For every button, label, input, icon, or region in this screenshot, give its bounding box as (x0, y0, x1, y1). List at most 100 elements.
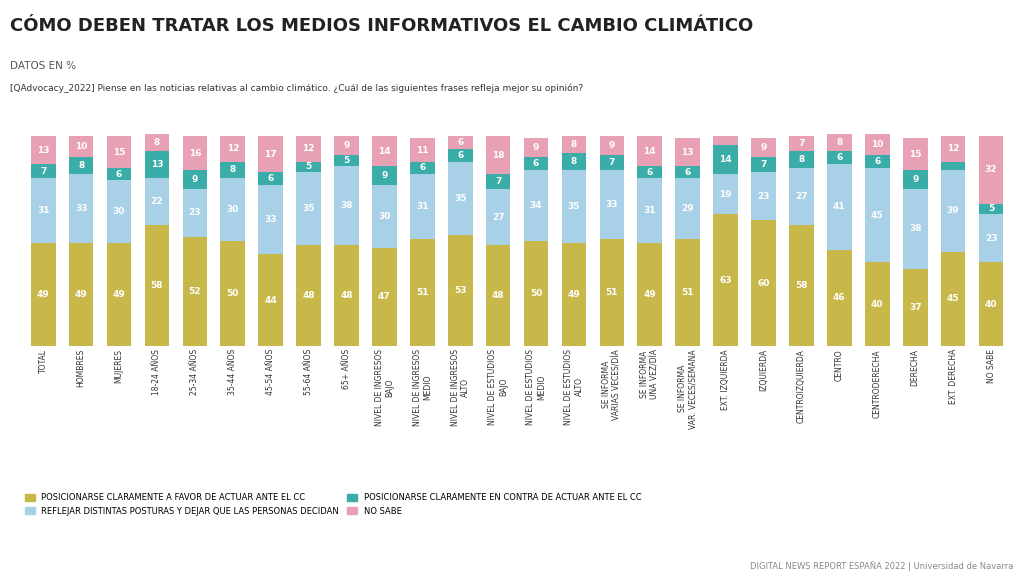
Bar (334, 136, 358, 155)
Text: 9: 9 (191, 175, 198, 184)
Bar (752, 172, 776, 220)
Text: 51: 51 (416, 288, 429, 297)
Bar (790, 151, 814, 168)
Text: 6: 6 (837, 153, 843, 162)
Bar (941, 162, 966, 170)
Text: 6: 6 (457, 138, 464, 147)
Bar (220, 136, 245, 162)
Bar (106, 136, 131, 168)
Text: 11: 11 (416, 145, 429, 155)
Bar (903, 170, 928, 189)
Text: 12: 12 (947, 144, 959, 153)
Bar (676, 178, 700, 239)
Text: 9: 9 (608, 141, 615, 151)
Bar (334, 155, 358, 166)
Text: 22: 22 (151, 197, 163, 206)
Bar (600, 239, 625, 346)
Bar (410, 174, 434, 239)
Text: 46: 46 (834, 294, 846, 302)
Bar (182, 170, 207, 189)
Text: 9: 9 (912, 175, 919, 184)
Text: 8: 8 (78, 161, 84, 170)
Bar (106, 168, 131, 181)
Bar (827, 250, 852, 346)
Bar (941, 252, 966, 346)
Bar (144, 178, 169, 224)
Text: 23: 23 (758, 192, 770, 201)
Bar (296, 136, 321, 162)
Text: 12: 12 (302, 144, 314, 153)
Bar (69, 243, 93, 346)
Text: 17: 17 (264, 149, 278, 159)
Text: 6: 6 (532, 159, 540, 168)
Text: 58: 58 (796, 281, 808, 290)
Text: 30: 30 (378, 212, 390, 220)
Text: 51: 51 (605, 288, 618, 297)
Text: 37: 37 (909, 303, 922, 312)
Text: 9: 9 (381, 171, 388, 179)
Text: 34: 34 (529, 201, 543, 210)
Text: 27: 27 (492, 213, 505, 222)
Bar (676, 138, 700, 166)
Text: 44: 44 (264, 295, 278, 305)
Text: 14: 14 (719, 155, 732, 164)
Text: 8: 8 (570, 157, 578, 166)
Text: 33: 33 (605, 200, 618, 209)
Text: DATOS EN %: DATOS EN % (10, 61, 76, 70)
Bar (827, 151, 852, 164)
Text: 40: 40 (871, 299, 884, 309)
Text: 15: 15 (113, 148, 125, 156)
Bar (31, 178, 55, 243)
Bar (865, 155, 890, 168)
Bar (638, 136, 663, 166)
Bar (903, 138, 928, 170)
Text: 7: 7 (761, 160, 767, 169)
Bar (485, 245, 511, 346)
Bar (258, 254, 283, 346)
Bar (334, 166, 358, 245)
Text: 40: 40 (985, 299, 997, 309)
Text: 53: 53 (454, 286, 467, 295)
Text: 49: 49 (113, 290, 125, 299)
Text: 13: 13 (151, 160, 163, 169)
Bar (714, 214, 738, 346)
Bar (562, 136, 587, 153)
Bar (31, 243, 55, 346)
Text: 15: 15 (909, 149, 922, 159)
Bar (334, 245, 358, 346)
Bar (220, 241, 245, 346)
Bar (447, 136, 472, 149)
Bar (410, 239, 434, 346)
Bar (372, 185, 396, 248)
Bar (562, 243, 587, 346)
Bar (106, 181, 131, 243)
Bar (979, 136, 1004, 204)
Bar (865, 263, 890, 346)
Text: 45: 45 (871, 211, 884, 220)
Bar (638, 243, 663, 346)
Bar (372, 166, 396, 185)
Bar (144, 224, 169, 346)
Text: 45: 45 (947, 294, 959, 304)
Bar (979, 214, 1004, 263)
Text: 41: 41 (834, 202, 846, 211)
Text: 23: 23 (985, 234, 997, 243)
Text: 49: 49 (37, 290, 49, 299)
Bar (410, 138, 434, 162)
Text: 8: 8 (154, 138, 160, 147)
Text: 49: 49 (567, 290, 581, 299)
Text: 49: 49 (75, 290, 87, 299)
Bar (676, 239, 700, 346)
Text: 31: 31 (416, 202, 429, 211)
Bar (447, 149, 472, 162)
Text: 51: 51 (681, 288, 694, 297)
Text: 13: 13 (37, 145, 49, 155)
Text: 29: 29 (681, 204, 694, 213)
Text: DIGITAL NEWS REPORT ESPAÑA 2022 | Universidad de Navarra: DIGITAL NEWS REPORT ESPAÑA 2022 | Univer… (751, 561, 1014, 571)
Bar (752, 158, 776, 172)
Text: 6: 6 (647, 167, 653, 177)
Text: 32: 32 (985, 166, 997, 174)
Bar (790, 224, 814, 346)
Bar (941, 170, 966, 252)
Text: 7: 7 (799, 139, 805, 148)
